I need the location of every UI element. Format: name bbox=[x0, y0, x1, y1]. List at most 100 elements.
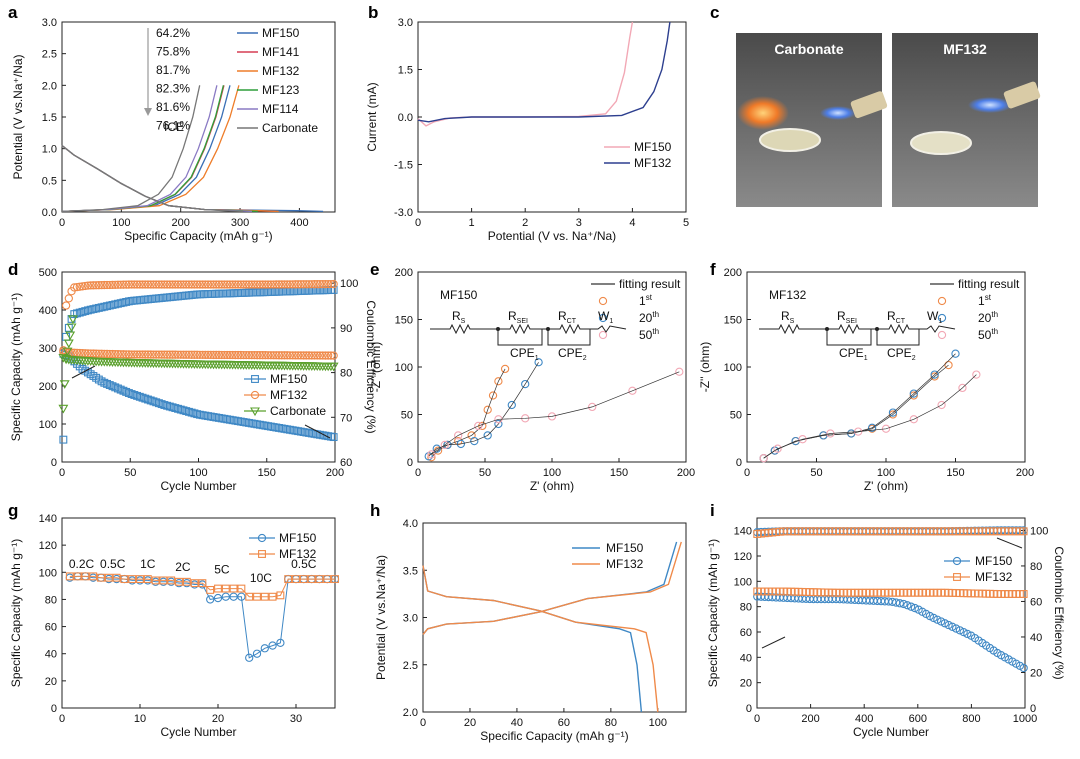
legend-marker-MF150 bbox=[952, 556, 962, 566]
point-MF132-left bbox=[310, 351, 319, 360]
point-MF132 bbox=[268, 592, 277, 601]
point-MF132 bbox=[97, 573, 105, 582]
legend-number: 1 bbox=[639, 294, 646, 308]
point-f-20th bbox=[867, 423, 877, 432]
point-MF150-right bbox=[119, 298, 128, 307]
point-MF150-right bbox=[114, 299, 122, 308]
circuit-label-main: CPE bbox=[558, 346, 583, 360]
point-MF132-left bbox=[132, 350, 142, 359]
point-e-20th bbox=[470, 436, 479, 446]
point-MF150-left bbox=[906, 602, 916, 611]
circuit-label: W1 bbox=[598, 309, 613, 325]
point-Carbonate-right bbox=[63, 339, 74, 349]
point-MF150-left bbox=[75, 362, 84, 371]
x-tick-label: 20 bbox=[212, 713, 224, 725]
point-MF132-left bbox=[321, 351, 330, 360]
point-MF132-right bbox=[141, 280, 150, 289]
circuit-label-sub: SEI bbox=[517, 318, 528, 325]
point-MF132 bbox=[136, 575, 144, 584]
legend-label-MF150: MF150 bbox=[975, 554, 1013, 568]
point-MF132-left bbox=[236, 350, 245, 360]
point-MF132-right bbox=[326, 279, 336, 289]
point-e-1st bbox=[500, 364, 510, 374]
ice-value-Carbonate: 76.1% bbox=[156, 119, 190, 133]
x-tick-label: 0 bbox=[420, 717, 426, 729]
x-tick-label: 0 bbox=[744, 467, 750, 479]
panel-letter-c: c bbox=[710, 3, 719, 22]
point-MF132-left bbox=[113, 350, 123, 359]
x-tick-label: 0 bbox=[59, 467, 65, 479]
point-MF150-left bbox=[903, 601, 912, 610]
point-MF150-right bbox=[97, 303, 106, 312]
legend-marker-50th bbox=[937, 330, 947, 340]
x-tick-label: 50 bbox=[124, 467, 136, 479]
circuit-label-sub: 1 bbox=[864, 355, 868, 362]
point-MF132-right bbox=[149, 280, 158, 289]
panel-letter-f: f bbox=[710, 260, 716, 279]
point-MF132 bbox=[151, 576, 160, 585]
fit-line-20th bbox=[763, 353, 956, 459]
circuit-label-main: W bbox=[598, 309, 610, 323]
rate-label: 10C bbox=[250, 571, 272, 585]
point-MF150-left bbox=[157, 400, 166, 409]
torch-shape bbox=[1003, 81, 1041, 109]
point-MF132-left bbox=[1019, 590, 1028, 598]
point-MF132-right bbox=[280, 280, 289, 289]
point-MF150-left bbox=[940, 619, 950, 628]
rate-label: 2C bbox=[175, 560, 191, 574]
point-MF132-left bbox=[94, 349, 104, 358]
point-e-50th bbox=[588, 402, 597, 412]
fit-line-50th bbox=[431, 371, 680, 455]
circuit-label-main: CPE bbox=[839, 346, 864, 360]
point-MF132-right bbox=[206, 280, 215, 289]
x-tick-label: 200 bbox=[326, 467, 344, 479]
point-e-1st bbox=[454, 436, 463, 446]
x-tick-label: 50 bbox=[479, 467, 491, 479]
point-f-20th bbox=[930, 370, 939, 379]
chart-b: 0 1 2 3 4 5 -3.0 -1.5 0.0 1.5 3.0 Potential (V vs. … bbox=[365, 17, 689, 243]
y2-tick-label: 80 bbox=[1030, 561, 1042, 573]
point-MF132-right bbox=[72, 282, 82, 292]
y-tick-label: 200 bbox=[724, 267, 742, 279]
point-MF132-left bbox=[244, 350, 254, 360]
point-MF150-left bbox=[130, 391, 139, 399]
point-f-1st bbox=[944, 360, 953, 370]
point-MF132-right bbox=[269, 280, 278, 289]
y-tick-label: 0 bbox=[746, 703, 752, 715]
point-MF132-left bbox=[261, 351, 270, 360]
point-MF132-right bbox=[212, 280, 221, 289]
point-MF132-left bbox=[173, 350, 183, 359]
photo-label-mf132: MF132 bbox=[943, 41, 987, 57]
legend-label-Carbonate: Carbonate bbox=[262, 121, 318, 135]
point-MF132-left bbox=[280, 351, 289, 360]
point-MF150-left bbox=[948, 622, 957, 631]
point-MF132-left bbox=[176, 350, 185, 359]
point-MF132-left bbox=[285, 351, 295, 360]
point-MF150-left bbox=[190, 409, 199, 418]
plot-frame bbox=[61, 517, 336, 709]
point-MF132-right bbox=[288, 280, 297, 289]
point-MF132-left bbox=[274, 351, 284, 360]
point-MF150-left bbox=[122, 387, 131, 396]
point-MF132-right bbox=[192, 280, 202, 289]
legend-label-MF132: MF132 bbox=[270, 388, 308, 402]
point-MF150-left bbox=[193, 410, 202, 419]
point-MF132 bbox=[221, 584, 230, 593]
legend-marker-Carbonate bbox=[250, 407, 260, 417]
point-MF150-right bbox=[103, 302, 111, 311]
y-tick-label: 200 bbox=[395, 267, 413, 279]
circuit-label: RS bbox=[452, 309, 466, 325]
x-tick-label: 0 bbox=[59, 217, 65, 229]
y-tick-label: 140 bbox=[734, 526, 752, 538]
x-tick-label: 200 bbox=[677, 467, 695, 479]
point-MF132-left bbox=[187, 350, 196, 359]
x-tick-label: 10 bbox=[134, 713, 146, 725]
circuit-label: RS bbox=[781, 309, 795, 325]
point-MF132-left bbox=[266, 351, 275, 360]
point-MF132 bbox=[323, 575, 332, 584]
point-MF150-left bbox=[187, 408, 196, 417]
point-MF132 bbox=[159, 576, 168, 585]
point-MF150-left bbox=[141, 394, 150, 403]
point-MF132-right bbox=[135, 280, 144, 289]
y-tick-label: 0 bbox=[736, 457, 742, 469]
